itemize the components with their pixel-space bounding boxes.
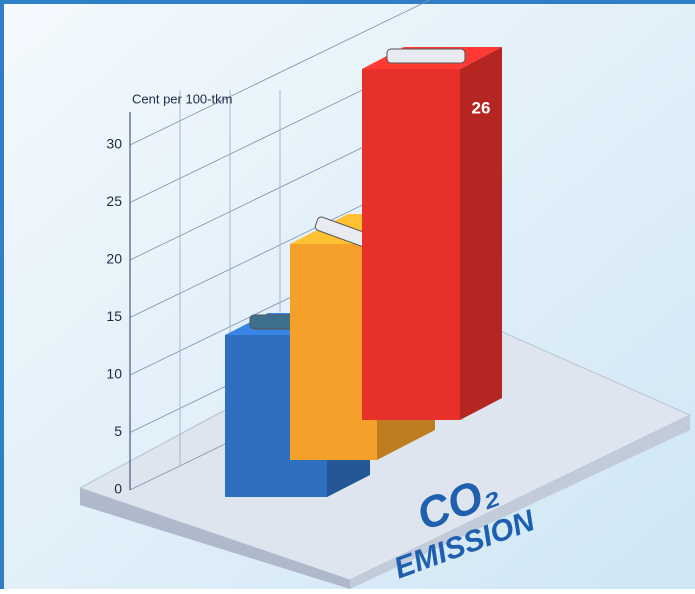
y-tick-label: 0 xyxy=(114,481,122,497)
y-tick-label: 25 xyxy=(106,193,122,209)
grid-line xyxy=(129,0,431,146)
bars: 121626 xyxy=(225,47,502,497)
platform-edge xyxy=(80,488,350,589)
y-tick-label: 15 xyxy=(106,308,122,324)
y-tick-label: 5 xyxy=(114,423,122,439)
bar xyxy=(362,69,460,420)
vehicle-icon xyxy=(386,48,466,64)
top-border xyxy=(0,0,695,4)
y-tick-label: 10 xyxy=(106,366,122,382)
y-tick-label: 20 xyxy=(106,251,122,267)
y-tick-label: 30 xyxy=(106,136,122,152)
left-border xyxy=(0,0,4,589)
bar-side xyxy=(460,47,502,420)
platform-edge xyxy=(350,415,690,589)
value-label: 26 xyxy=(472,98,491,117)
y-axis-title: Cent per 100-tkm xyxy=(132,91,232,106)
